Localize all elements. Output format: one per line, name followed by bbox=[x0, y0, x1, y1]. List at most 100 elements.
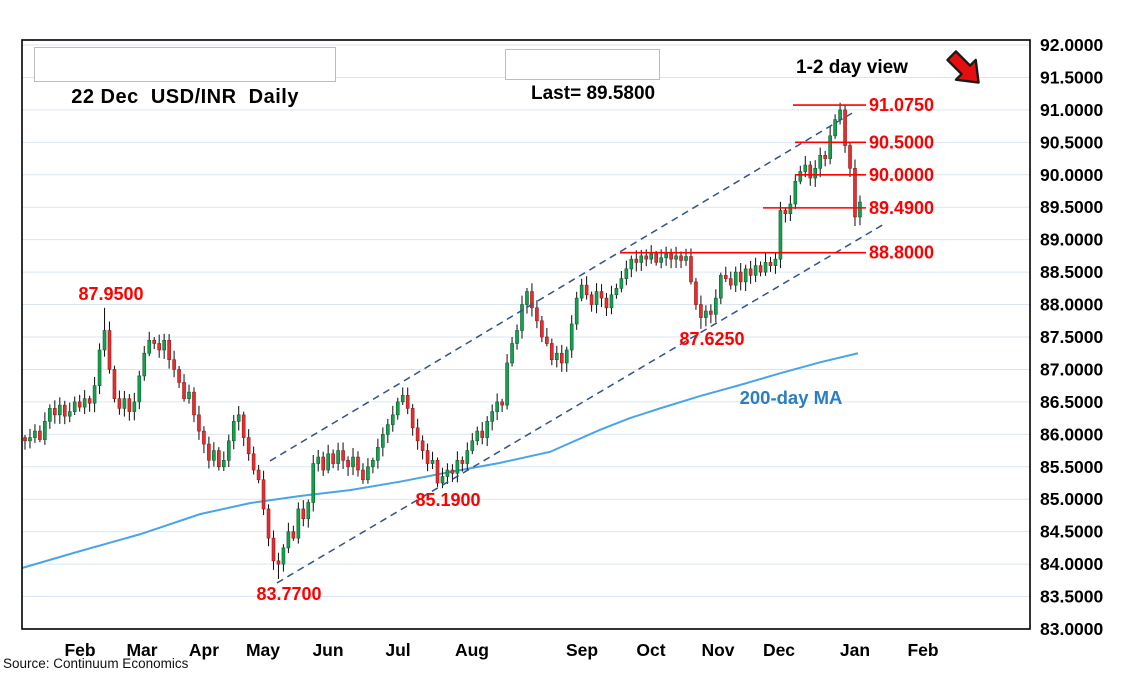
candle-body bbox=[783, 210, 788, 215]
candle-body bbox=[77, 401, 82, 408]
candle-body bbox=[440, 476, 445, 484]
candle-body bbox=[336, 450, 340, 464]
candle-body bbox=[241, 414, 246, 438]
candle-body bbox=[743, 268, 748, 283]
candle-body bbox=[331, 453, 335, 464]
candle-body bbox=[654, 253, 658, 263]
swing-label: 87.6250 bbox=[679, 329, 744, 349]
candle-body bbox=[122, 398, 127, 409]
candle-body bbox=[107, 330, 112, 370]
source-attribution: Source: Continuum Economics bbox=[3, 656, 189, 671]
candle-body bbox=[500, 401, 504, 406]
candle-body bbox=[142, 352, 147, 377]
candle-body bbox=[410, 408, 415, 429]
candle-body bbox=[530, 291, 534, 309]
candle-body bbox=[709, 310, 713, 315]
x-axis-label: Jul bbox=[385, 640, 410, 660]
candle-body bbox=[828, 135, 832, 159]
down-right-arrow-icon bbox=[946, 50, 980, 84]
candle-body bbox=[569, 323, 574, 351]
view-horizon-label: 1-2 day view bbox=[796, 57, 908, 78]
candle-body bbox=[132, 401, 137, 412]
candle-body bbox=[137, 375, 142, 403]
candle-body bbox=[326, 453, 330, 471]
candle-body bbox=[763, 262, 768, 273]
y-axis-label: 90.0000 bbox=[1040, 165, 1104, 185]
candle-body bbox=[356, 456, 360, 471]
candle-body bbox=[485, 421, 490, 438]
candle-body bbox=[301, 508, 306, 519]
candle-body bbox=[217, 450, 221, 468]
candle-body bbox=[520, 304, 524, 331]
candle-body bbox=[833, 119, 837, 137]
candle-body bbox=[281, 547, 286, 565]
candle-body bbox=[853, 167, 857, 218]
candle-body bbox=[28, 437, 32, 442]
candle-body bbox=[311, 463, 316, 503]
candle-body bbox=[540, 320, 544, 338]
candle-body bbox=[753, 265, 758, 276]
x-axis-label: Oct bbox=[636, 640, 665, 660]
candle-body bbox=[415, 427, 420, 442]
candle-body bbox=[798, 171, 803, 182]
candle-body bbox=[718, 275, 723, 299]
candle-body bbox=[738, 271, 743, 283]
candle-body bbox=[102, 330, 107, 351]
candle-body bbox=[366, 466, 370, 481]
candle-body bbox=[192, 391, 196, 416]
candle-body bbox=[231, 421, 236, 442]
level-label: 90.5000 bbox=[869, 132, 934, 152]
y-axis-label: 85.0000 bbox=[1040, 489, 1104, 509]
candle-body bbox=[634, 258, 639, 263]
candle-body bbox=[395, 401, 400, 416]
candle-body bbox=[465, 450, 470, 464]
candle-body bbox=[545, 336, 549, 344]
y-axis-label: 91.5000 bbox=[1040, 67, 1104, 87]
ma-200-line bbox=[21, 352, 859, 569]
candle-body bbox=[579, 284, 584, 299]
level-label: 91.0750 bbox=[869, 95, 934, 115]
candle-body bbox=[291, 531, 296, 539]
candle-body bbox=[858, 201, 862, 218]
y-axis-label: 83.0000 bbox=[1040, 619, 1104, 639]
candle-body bbox=[296, 508, 301, 539]
trend-channel-lower bbox=[276, 223, 885, 584]
candle-body bbox=[62, 404, 67, 417]
candle-body bbox=[222, 459, 226, 468]
candle-body bbox=[490, 411, 494, 422]
candle-body bbox=[376, 447, 380, 461]
candle-body bbox=[197, 414, 201, 432]
candle-body bbox=[82, 398, 87, 408]
chart-title-box: 22 Dec USD/INR Daily bbox=[34, 47, 336, 108]
candle-body bbox=[470, 440, 475, 451]
candle-body bbox=[510, 343, 514, 364]
candle-body bbox=[604, 297, 609, 309]
x-axis-label: Dec bbox=[763, 640, 795, 660]
level-label: 89.4900 bbox=[869, 198, 934, 218]
candle-body bbox=[714, 297, 718, 315]
candle-body bbox=[495, 401, 499, 412]
y-axis-label: 87.0000 bbox=[1040, 359, 1104, 379]
candle-body bbox=[614, 288, 619, 296]
candle-body bbox=[554, 352, 559, 361]
candle-body bbox=[723, 275, 728, 279]
ma-200-label: 200-day MA bbox=[740, 387, 843, 408]
x-axis-label: Jan bbox=[840, 640, 870, 660]
candle-body bbox=[803, 164, 808, 172]
candle-body bbox=[445, 469, 450, 477]
y-axis-label: 91.0000 bbox=[1040, 100, 1104, 120]
candle-body bbox=[450, 469, 455, 474]
candle-body bbox=[758, 265, 763, 273]
candle-body bbox=[788, 203, 793, 215]
candle-body bbox=[271, 537, 276, 562]
candle-body bbox=[212, 450, 216, 461]
candle-body bbox=[202, 430, 206, 445]
candle-body bbox=[112, 369, 117, 399]
candle-body bbox=[619, 278, 624, 289]
candle-body bbox=[535, 307, 539, 322]
swing-label: 85.1900 bbox=[415, 490, 480, 510]
candle-body bbox=[256, 469, 261, 481]
x-axis-label: Nov bbox=[701, 640, 734, 660]
candle-body bbox=[584, 284, 589, 296]
last-price-label: Last= 89.5800 bbox=[531, 83, 656, 104]
